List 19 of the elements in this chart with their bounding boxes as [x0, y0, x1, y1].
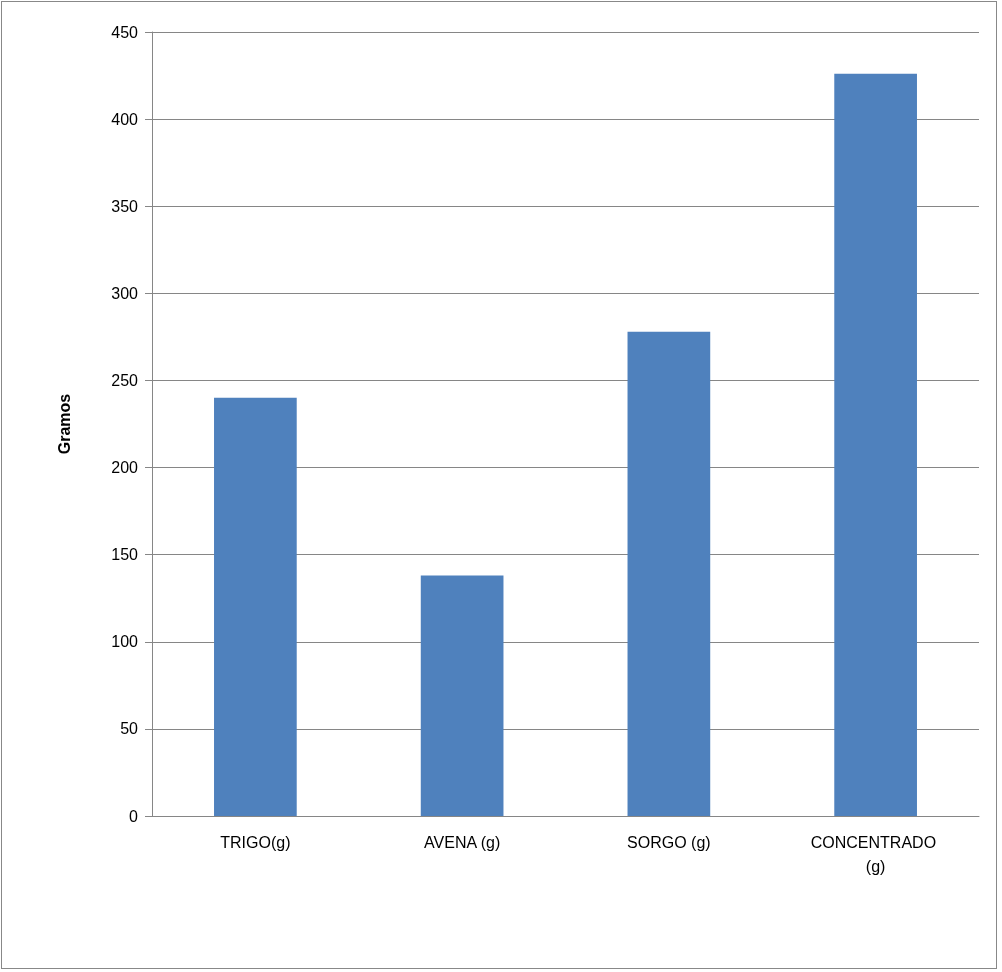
bar [420, 575, 504, 816]
y-tick-label: 100 [111, 633, 139, 651]
y-tick-label: 0 [129, 807, 139, 825]
bar [834, 73, 917, 816]
y-tick-label: 450 [111, 23, 139, 41]
y-tick-label: 350 [111, 197, 139, 215]
y-tick-label: 200 [111, 459, 139, 477]
y-tick-label: 250 [111, 371, 139, 389]
y-axis-title: Gramos [55, 393, 73, 455]
y-tick-label: 400 [111, 110, 139, 128]
y-tick-label: 150 [111, 546, 139, 564]
x-tick-label: CONCENTRADO (g) [810, 833, 941, 875]
x-tick-label: TRIGO(g) [220, 833, 291, 851]
x-tick-label: SORGO (g) [627, 833, 711, 851]
y-tick-label: 50 [120, 720, 139, 738]
y-tick-label: 300 [111, 284, 139, 302]
x-tick-label: AVENA (g) [424, 833, 501, 851]
bar [627, 331, 711, 816]
bar [214, 397, 297, 816]
